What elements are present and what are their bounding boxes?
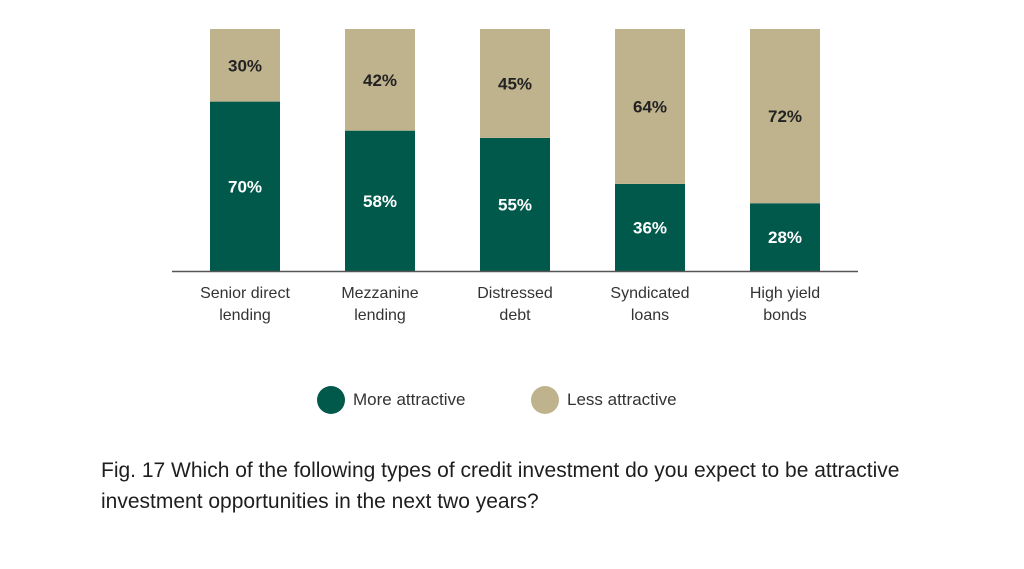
data-label-more-2: 55% [498, 195, 532, 214]
data-label-less-2: 45% [498, 74, 532, 93]
chart-legend: More attractive Less attractive [0, 386, 1024, 416]
figure-caption: Fig. 17 Which of the following types of … [101, 459, 900, 513]
bar-less-3 [615, 29, 685, 184]
category-label-1-1: lending [354, 307, 406, 324]
data-label-more-0: 70% [228, 177, 262, 196]
data-label-less-1: 42% [363, 71, 397, 90]
bar-more-4 [750, 203, 820, 271]
data-label-less-4: 72% [768, 107, 802, 126]
data-label-more-1: 58% [363, 192, 397, 211]
legend-item-less-attractive: Less attractive [531, 386, 677, 414]
bar-more-1 [345, 130, 415, 271]
legend-swatch-more-attractive [317, 386, 345, 414]
category-label-4-0: High yield [750, 285, 820, 302]
bar-more-0 [210, 101, 280, 271]
stacked-bar-chart: 70% 30% Senior direct lending 58% 42% Mezzanin… [172, 29, 858, 324]
bar-more-2 [480, 137, 550, 271]
data-label-more-3: 36% [633, 218, 667, 237]
category-label-2-0: Distressed [477, 285, 553, 302]
category-label-3-0: Syndicated [610, 285, 689, 302]
category-label-0-1: lending [219, 307, 271, 324]
bar-less-4 [750, 29, 820, 204]
legend-item-more-attractive: More attractive [317, 386, 465, 414]
category-label-4-1: bonds [763, 307, 807, 324]
legend-swatch-less-attractive [531, 386, 559, 414]
category-label-3-1: loans [631, 307, 669, 324]
data-label-less-3: 64% [633, 97, 667, 116]
bar-less-0 [210, 29, 280, 102]
category-label-0-0: Senior direct [200, 285, 290, 302]
data-label-more-4: 28% [768, 228, 802, 247]
bar-more-3 [615, 183, 685, 271]
legend-label-less-attractive: Less attractive [567, 390, 677, 409]
category-label-1-0: Mezzanine [341, 285, 418, 302]
bar-less-2 [480, 29, 550, 138]
category-label-2-1: debt [499, 307, 531, 324]
data-label-less-0: 30% [228, 56, 262, 75]
bar-less-1 [345, 29, 415, 131]
legend-label-more-attractive: More attractive [353, 390, 466, 409]
